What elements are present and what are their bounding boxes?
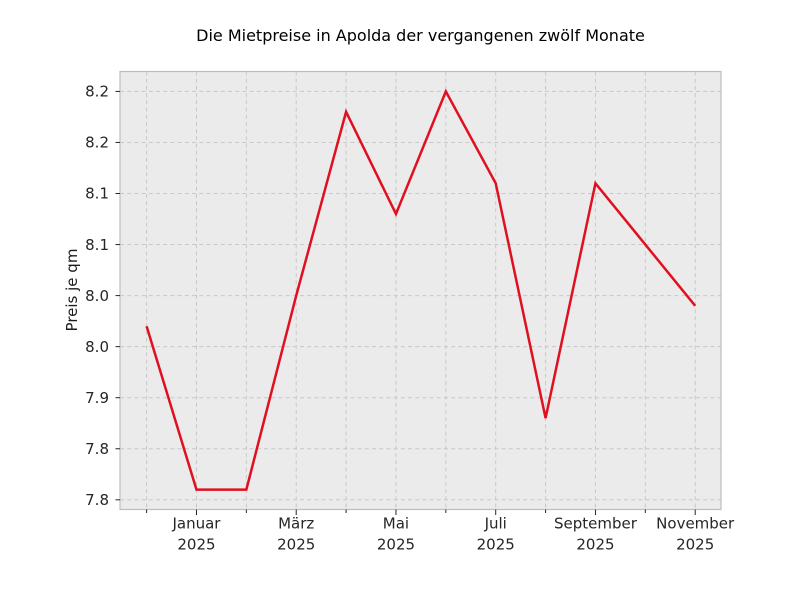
y-tick-label: 8.2 (85, 134, 109, 152)
plot-background (120, 71, 721, 510)
grid-lines (120, 71, 721, 510)
x-tick-label-year: 2025 (177, 536, 215, 554)
y-tick-label: 7.8 (85, 440, 109, 458)
x-tick-label-year: 2025 (377, 536, 415, 554)
chart-title: Die Mietpreise in Apolda der vergangenen… (196, 26, 645, 45)
x-tick-label-month: Januar (171, 515, 221, 533)
y-tick-label: 8.1 (85, 236, 109, 254)
y-tick-label: 7.8 (85, 491, 109, 509)
plot-border (119, 70, 722, 511)
x-tick-label-year: 2025 (477, 536, 515, 554)
x-axis-ticks: Januar 2025 März 2025 Mai 2025 Juli 2025 Septemb… (146, 509, 735, 554)
y-axis-ticks: 7.8 7.8 7.9 8.0 8.0 8.1 8.1 8.2 8.2 (85, 83, 120, 509)
price-line (145, 88, 697, 491)
y-tick-label: 8.2 (85, 83, 109, 101)
y-tick-label: 8.0 (85, 338, 109, 356)
y-tick-label: 8.0 (85, 287, 109, 305)
x-tick-label-month: November (656, 515, 735, 533)
x-tick-label-month: Juli (484, 515, 507, 533)
y-tick-label: 8.1 (85, 185, 109, 203)
x-tick-label-month: September (554, 515, 638, 533)
x-tick-label-year: 2025 (277, 536, 315, 554)
x-tick-label-month: Mai (383, 515, 409, 533)
y-tick-label: 7.9 (85, 389, 109, 407)
x-tick-label-year: 2025 (676, 536, 714, 554)
x-tick-label-month: März (278, 515, 314, 533)
x-tick-label-year: 2025 (576, 536, 614, 554)
